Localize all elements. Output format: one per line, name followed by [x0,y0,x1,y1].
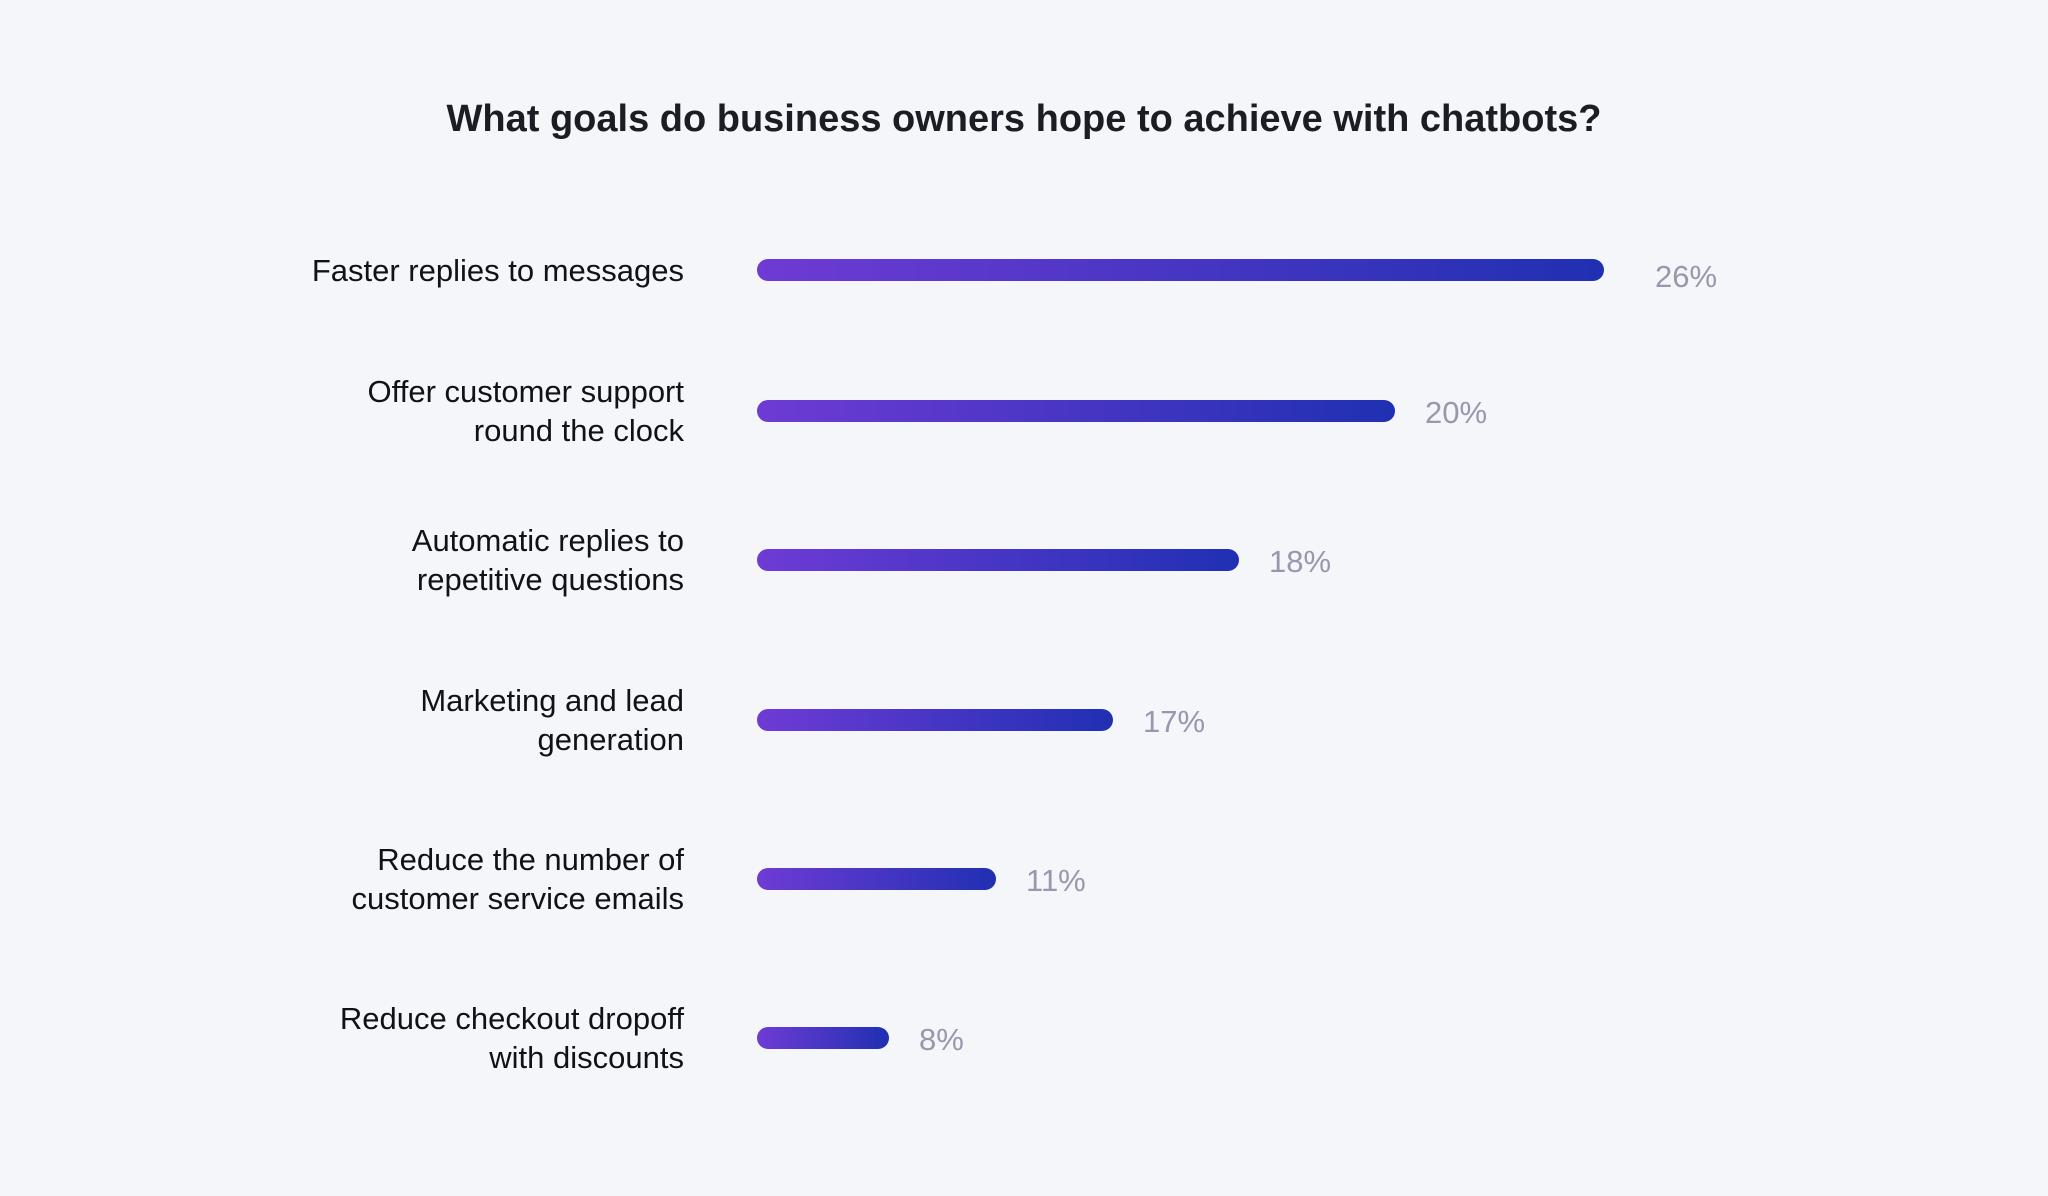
category-label: Faster replies to messages [311,252,684,288]
value-label: 20% [1425,395,1488,430]
category-label: Reduce the number of customer service em… [351,842,684,916]
bar-0 [757,259,1604,281]
value-label: 17% [1143,704,1206,739]
value-label: 8% [919,1022,964,1057]
bar-4 [757,868,996,890]
bar-2 [757,549,1239,571]
bar-5 [757,1027,889,1049]
category-label: Offer customer support round the clock [367,374,684,448]
value-label: 18% [1269,544,1332,579]
value-label: 26% [1655,259,1718,294]
chart-title: What goals do business owners hope to ac… [446,98,1602,140]
bar-1 [757,400,1395,422]
value-label: 11% [1026,863,1086,898]
category-label: Reduce checkout dropoff with discounts [339,1001,684,1075]
bar-3 [757,709,1113,731]
category-label: Automatic replies to repetitive question… [411,523,684,597]
category-label: Marketing and lead generation [420,683,684,757]
